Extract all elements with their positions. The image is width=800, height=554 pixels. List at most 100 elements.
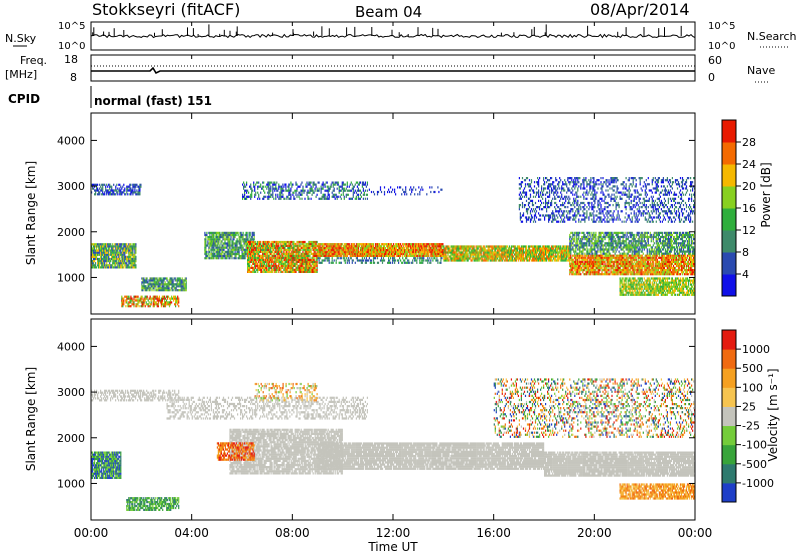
echo-cell <box>427 261 429 264</box>
echo-cell <box>544 257 546 260</box>
echo-cell <box>247 238 249 241</box>
echo-cell <box>122 247 124 250</box>
echo-cell <box>117 191 119 194</box>
echo-cell <box>460 249 462 252</box>
echo-cell <box>420 245 422 248</box>
echo-cell <box>122 185 124 188</box>
echo-cell <box>304 254 306 257</box>
echo-cell <box>438 254 440 257</box>
echo-cell <box>295 270 297 273</box>
echo-cell <box>144 285 146 288</box>
echo-cell <box>177 277 179 280</box>
echo-cell <box>249 270 251 273</box>
echo-cell <box>105 187 107 190</box>
echo-cell <box>132 257 134 261</box>
echo-cell <box>556 255 558 258</box>
echo-cell <box>209 250 211 253</box>
echo-cell <box>251 244 253 247</box>
echo-cell <box>252 238 254 241</box>
echo-cell <box>546 249 548 252</box>
echo-cell <box>608 269 610 272</box>
echo-cell <box>132 243 134 246</box>
echo-cell <box>254 254 256 257</box>
echo-cell <box>525 245 528 248</box>
echo-cell <box>248 264 250 267</box>
echo-cell <box>576 256 578 259</box>
echo-cell <box>493 255 495 258</box>
echo-cell <box>558 257 560 260</box>
echo-cell <box>360 245 362 248</box>
echo-cell <box>581 262 583 265</box>
echo-cell <box>552 245 554 248</box>
echo-cell <box>144 279 146 282</box>
echo-cell <box>158 295 160 298</box>
echo-cell <box>129 245 131 248</box>
echo-cell <box>407 250 409 254</box>
echo-cell <box>166 283 168 286</box>
echo-cell <box>381 259 384 262</box>
echo-cell <box>305 270 307 273</box>
echo-cell <box>416 254 418 257</box>
echo-cell <box>168 283 170 286</box>
echo-cell <box>103 266 105 269</box>
echo-cell <box>297 250 299 253</box>
echo-cell <box>588 271 590 274</box>
echo-cell <box>205 238 207 241</box>
echo-cell <box>347 257 349 260</box>
echo-cell <box>327 254 329 257</box>
echo-cell <box>101 189 103 192</box>
echo-cell <box>119 257 121 261</box>
echo-cell <box>127 264 129 267</box>
echo-cell <box>213 231 215 234</box>
echo-cell <box>366 250 368 254</box>
echo-cell <box>130 297 132 300</box>
echo-cell <box>575 266 577 270</box>
echo-cell <box>266 250 268 253</box>
echo-cell <box>557 255 559 258</box>
echo-cell <box>118 255 120 258</box>
echo-cell <box>438 247 440 250</box>
echo-cell <box>237 252 239 256</box>
echo-cell <box>262 254 264 257</box>
echo-cell <box>547 247 549 250</box>
echo-cell <box>269 258 271 261</box>
echo-cell <box>419 247 421 250</box>
echo-cell <box>99 262 101 265</box>
echo-cell <box>129 257 131 261</box>
echo-cell <box>469 257 471 260</box>
echo-cell <box>168 303 171 306</box>
echo-cell <box>112 193 114 196</box>
echo-cell <box>558 251 560 254</box>
echo-cell <box>331 259 333 262</box>
echo-cell <box>213 255 215 258</box>
echo-cell <box>576 266 578 270</box>
echo-cell <box>502 245 504 248</box>
echo-cell <box>259 264 261 267</box>
echo-cell <box>224 250 226 253</box>
echo-cell <box>220 257 222 260</box>
echo-cell <box>565 255 567 258</box>
echo-cell <box>560 247 562 250</box>
echo-cell <box>263 268 265 271</box>
echo-cell <box>379 250 382 254</box>
echo-cell <box>127 245 129 248</box>
echo-cell <box>368 254 370 257</box>
echo-cell <box>576 260 578 263</box>
echo-cell <box>480 247 482 250</box>
echo-cell <box>530 249 533 252</box>
echo-cell <box>208 250 210 253</box>
echo-cell <box>576 269 578 272</box>
echo-cell <box>257 252 259 255</box>
echo-cell <box>435 247 437 250</box>
echo-cell <box>292 258 294 261</box>
echo-cell <box>461 253 463 256</box>
echo-cell <box>606 271 608 274</box>
echo-cell <box>281 266 283 269</box>
echo-cell <box>255 266 257 269</box>
echo-cell <box>129 301 131 304</box>
echo-cell <box>256 260 258 263</box>
echo-cell <box>538 247 540 250</box>
echo-cell <box>450 251 452 254</box>
echo-cell <box>113 251 115 254</box>
echo-cell <box>301 270 303 273</box>
